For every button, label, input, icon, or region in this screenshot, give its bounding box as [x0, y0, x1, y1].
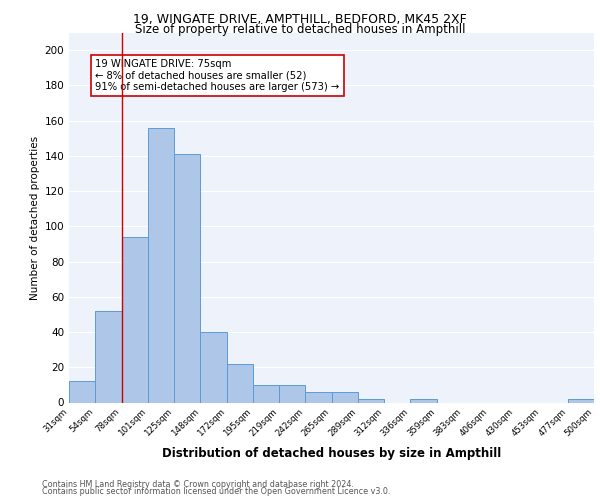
Y-axis label: Number of detached properties: Number of detached properties [30, 136, 40, 300]
Text: Contains HM Land Registry data © Crown copyright and database right 2024.: Contains HM Land Registry data © Crown c… [42, 480, 354, 489]
Bar [305, 392, 331, 402]
Text: Size of property relative to detached houses in Ampthill: Size of property relative to detached ho… [135, 22, 465, 36]
Bar [121, 237, 148, 402]
Bar [358, 399, 384, 402]
Text: Contains public sector information licensed under the Open Government Licence v3: Contains public sector information licen… [42, 487, 391, 496]
Bar [95, 311, 121, 402]
Bar [148, 128, 174, 402]
X-axis label: Distribution of detached houses by size in Ampthill: Distribution of detached houses by size … [162, 446, 501, 460]
Bar [410, 399, 437, 402]
Bar [200, 332, 227, 402]
Text: 19, WINGATE DRIVE, AMPTHILL, BEDFORD, MK45 2XF: 19, WINGATE DRIVE, AMPTHILL, BEDFORD, MK… [133, 12, 467, 26]
Bar [279, 385, 305, 402]
Text: 19 WINGATE DRIVE: 75sqm
← 8% of detached houses are smaller (52)
91% of semi-det: 19 WINGATE DRIVE: 75sqm ← 8% of detached… [95, 59, 340, 92]
Bar [69, 382, 95, 402]
Bar [568, 399, 594, 402]
Bar [331, 392, 358, 402]
Bar [227, 364, 253, 403]
Bar [253, 385, 279, 402]
Bar [174, 154, 200, 402]
